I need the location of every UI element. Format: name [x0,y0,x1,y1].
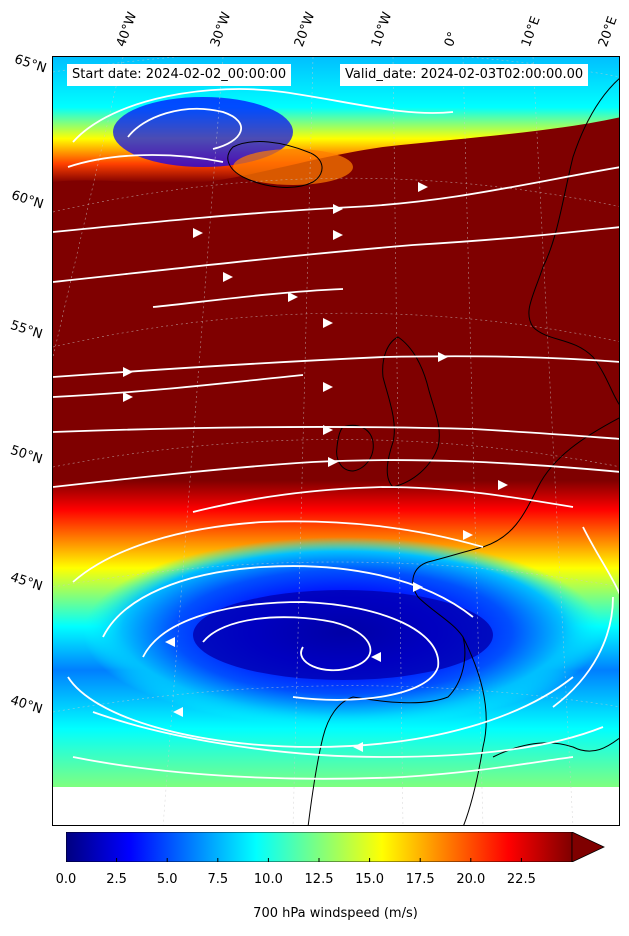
iceland-coast [227,141,323,188]
colorbar-tick-label: 17.5 [405,872,435,887]
iceland-low-wind [233,149,353,185]
streamline-arrows [123,182,508,752]
colorbar-tick-label: 7.5 [207,872,229,887]
lat-label-55n: 55°N [8,318,45,343]
colorbar-extend-max [571,832,605,862]
lat-label-60n: 60°N [9,188,46,213]
lon-label-40w: 40°W [113,10,141,49]
colorbar-tick-label: 10.0 [253,872,283,887]
outside-domain [53,787,619,825]
colorbar-tick-label: 20.0 [456,872,486,887]
lat-label-40n: 40°N [8,693,45,718]
valid-date-label: Valid_date: 2024-02-03T02:00:00.00 [340,64,589,86]
lon-label-0: 0° [441,29,462,49]
mediterranean-coast [462,636,487,825]
ireland-coast [336,424,374,472]
lon-label-10w: 10°W [368,10,396,49]
lat-label-45n: 45°N [8,570,45,595]
lat-label-50n: 50°N [8,443,45,468]
map-panel [52,56,620,826]
colorbar-tick-label: 0.0 [55,872,77,887]
streamlines [53,88,619,780]
colorbar-tick-label: 12.5 [304,872,334,887]
colorbar [66,832,606,862]
graticule [53,57,619,825]
scandinavia-coast [528,78,619,405]
colorbar-tick-label: 5.0 [156,872,178,887]
colorbar-graphic [66,832,605,862]
lon-label-20w: 20°W [291,10,319,49]
europe-coast [307,417,619,825]
northern-low-pocket [113,97,293,167]
lon-label-30w: 30°W [207,10,235,49]
colorbar-tick-label: 2.5 [106,872,127,887]
colorbar-tick-label: 22.5 [506,872,536,887]
colorbar-gradient [66,832,573,862]
lon-label-20e: 20°E [595,14,621,50]
windspeed-map [53,57,619,825]
lon-label-10e: 10°E [518,14,544,50]
lat-label-65n: 65°N [12,52,49,77]
colorbar-ticks [66,858,522,862]
start-date-label: Start date: 2024-02-02_00:00:00 [67,64,292,86]
colorbar-tick-label: 15.0 [355,872,385,887]
southern-low-inner [193,590,493,680]
colorbar-title: 700 hPa windspeed (m/s) [253,906,418,921]
